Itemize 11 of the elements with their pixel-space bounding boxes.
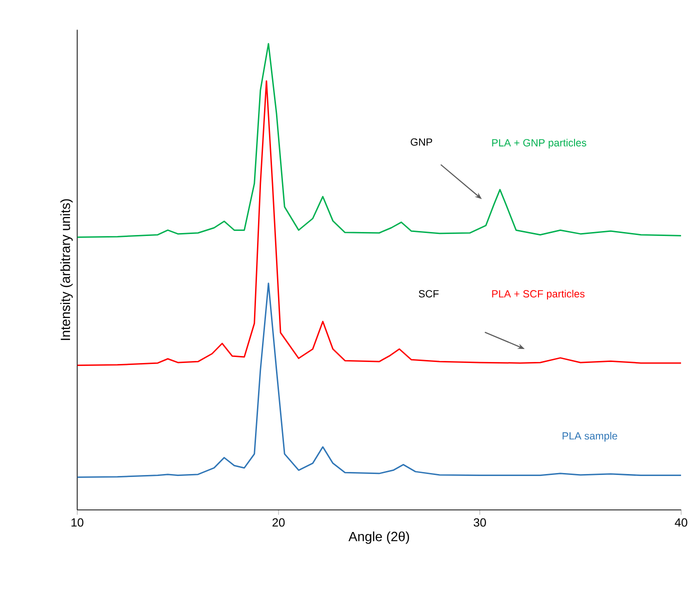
x-tick-label: 10	[72, 518, 84, 527]
annotation: SCF	[418, 290, 439, 298]
text: PLA + GNP particles	[492, 138, 586, 149]
text: PLA + SCF particles	[492, 290, 584, 300]
text: PLA sample	[562, 432, 618, 442]
x-axis-title: Angle (2θ)	[348, 532, 410, 544]
annotation: GNP	[410, 138, 432, 146]
x-tick-label: 30	[474, 518, 486, 527]
x-tick-label: 40	[674, 518, 688, 527]
x-tick-label: 20	[272, 518, 285, 527]
y-axis-title: Intensity (arbitrary units)	[60, 199, 73, 340]
